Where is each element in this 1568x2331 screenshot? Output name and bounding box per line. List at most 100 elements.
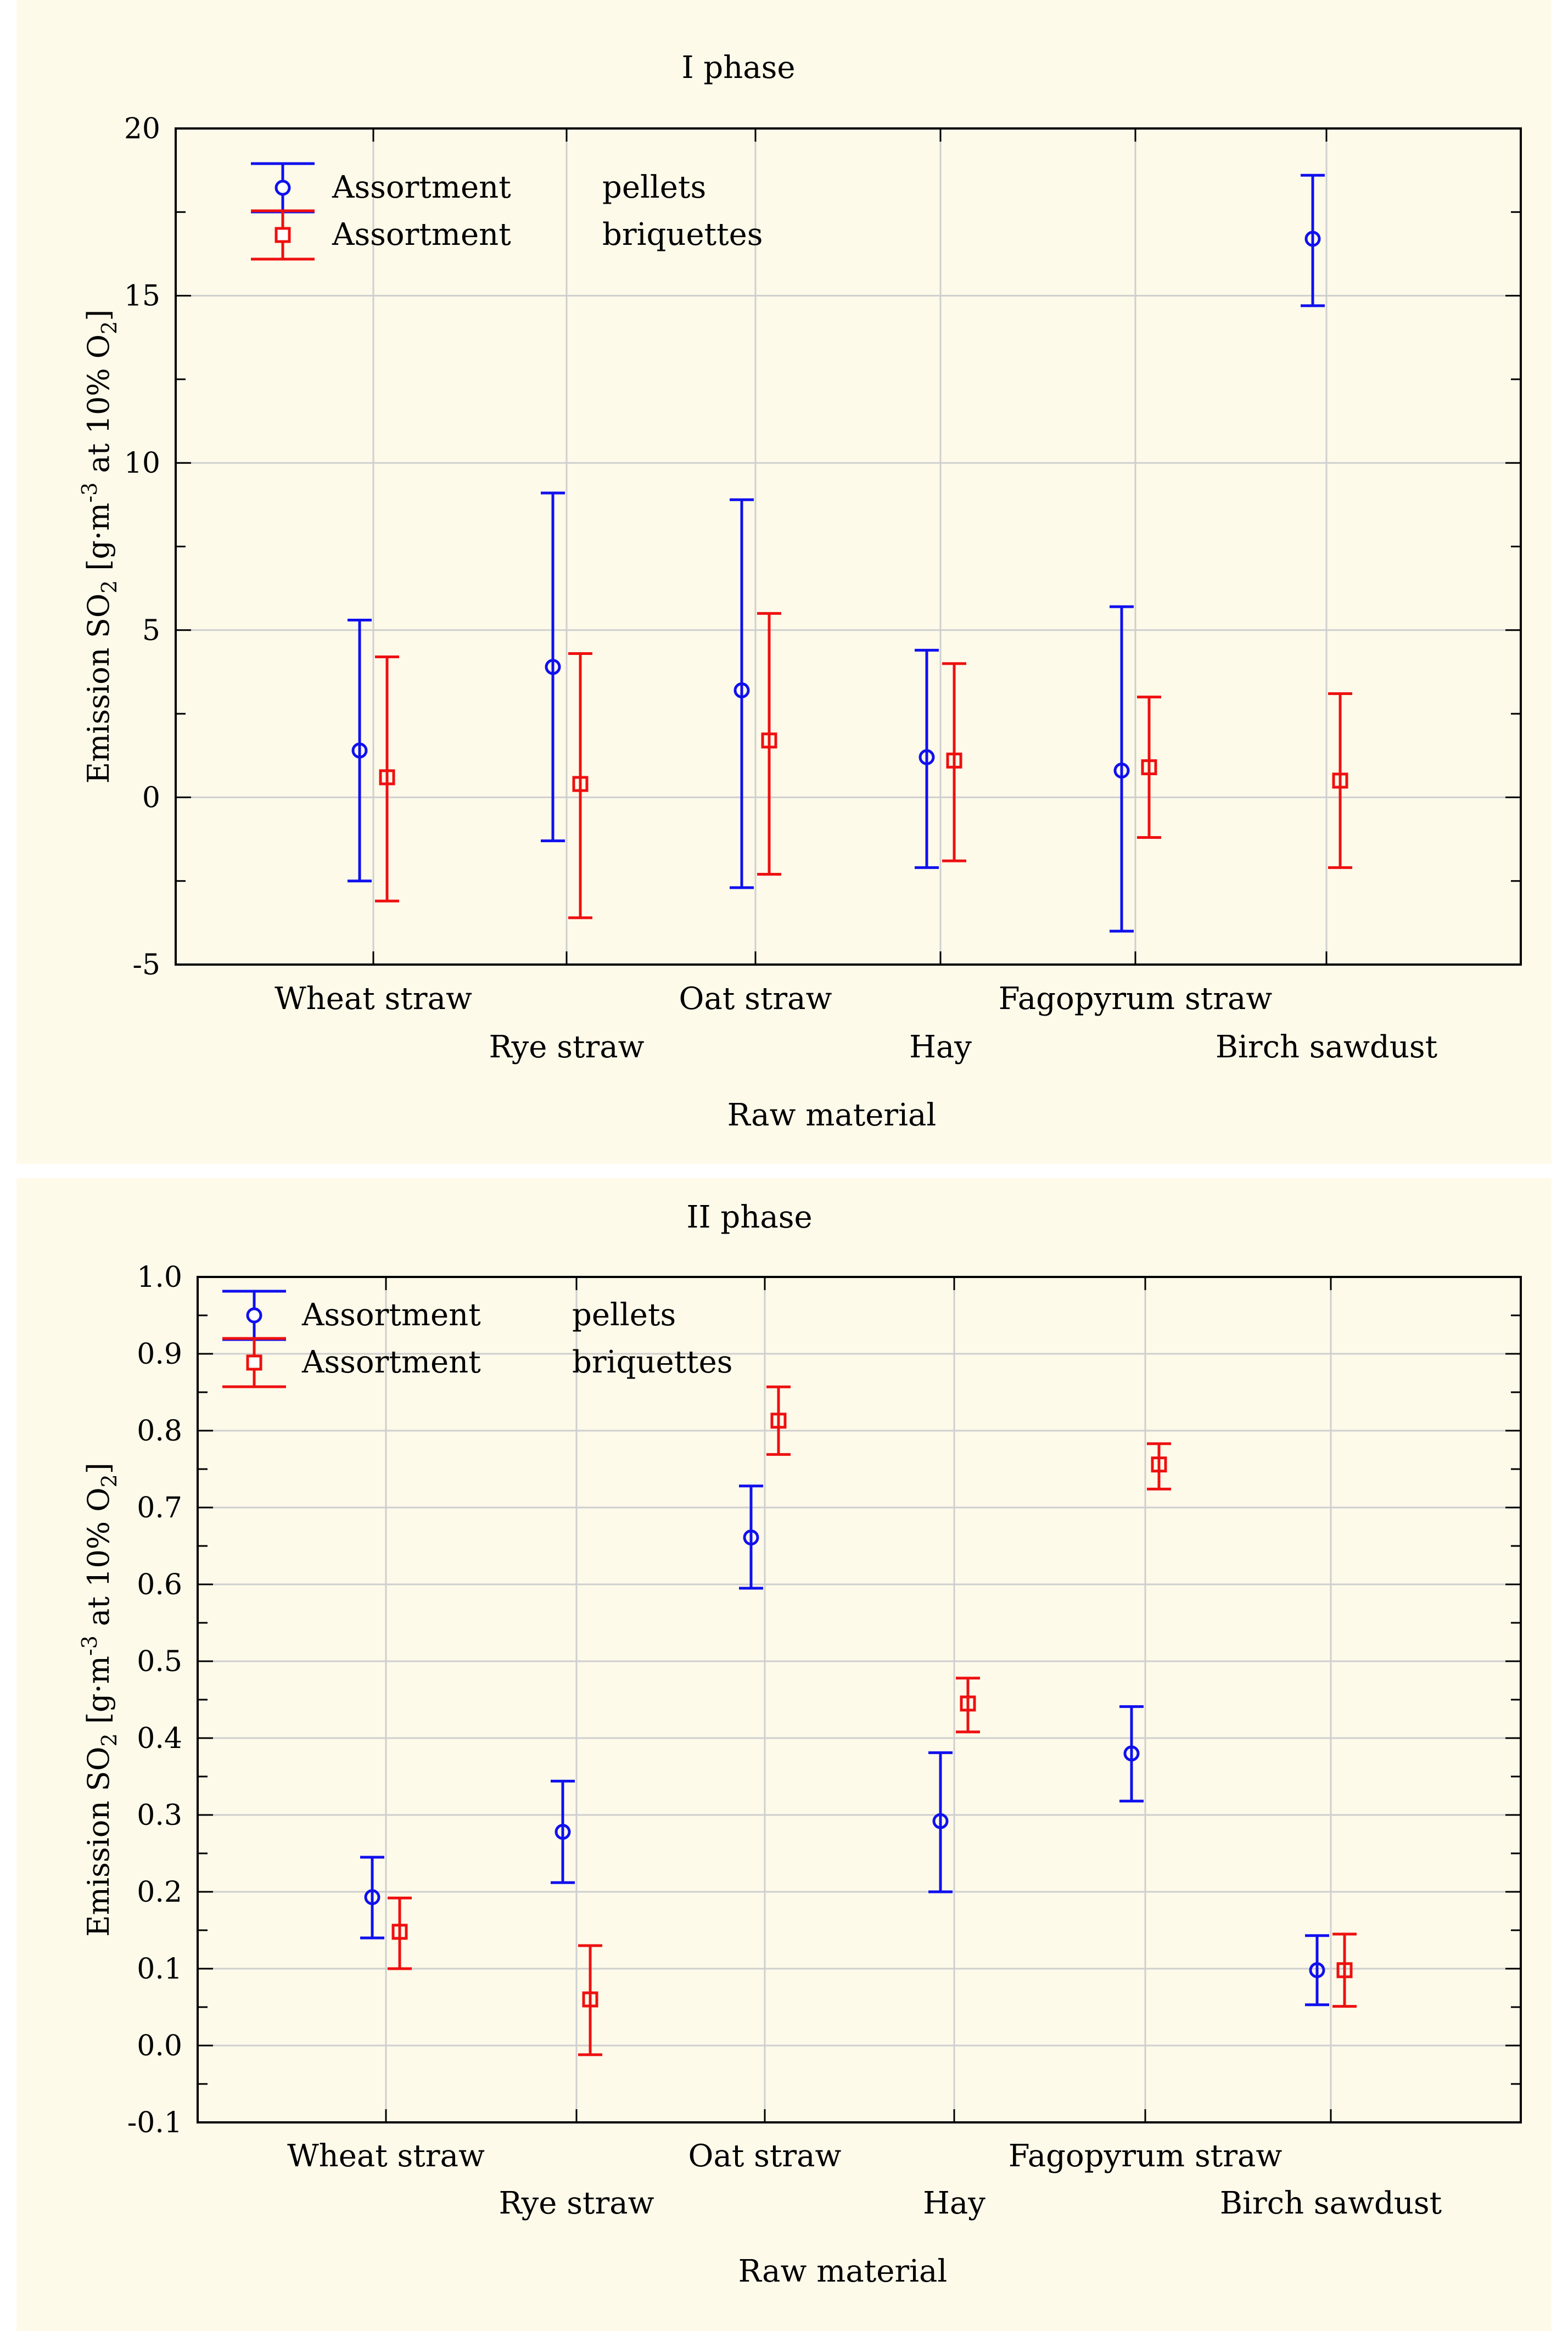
x-tick-label: Birch sawdust <box>1220 2186 1442 2221</box>
y-tick-labels: -5 0 5 10 15 20 <box>124 113 160 982</box>
legend-value: pellets <box>602 170 706 205</box>
data-point-pellets <box>932 1813 949 1829</box>
chart-title: I phase <box>681 50 795 86</box>
series-briquettes <box>375 612 1352 920</box>
y-axis-label-part: [g·m <box>81 1656 116 1733</box>
y-tick-label: 0.0 <box>137 2030 182 2063</box>
legend-value: briquettes <box>602 217 763 253</box>
y-tick-label: 5 <box>142 614 160 647</box>
y-tick-labels: -0.1 0.0 0.1 0.2 0.3 0.4 0.5 0.6 0.7 0.8 0.9 1.0 <box>127 1261 182 2139</box>
y-axis-label: Emission SO2 [g·m-3 at 10% O2] <box>77 1463 121 1937</box>
legend: Assortment pellets Assortment briquettes <box>251 162 763 261</box>
y-axis-label-part: 2 <box>97 321 121 334</box>
data-point-briquettes <box>1141 759 1157 776</box>
y-tick-label: 0.8 <box>137 1415 182 1448</box>
y-axis-label-part: Emission SO <box>81 593 116 783</box>
x-tick-labels: Wheat straw Rye straw Oat straw Hay Fagopyru… <box>287 2138 1442 2221</box>
x-tick-label: Oat straw <box>679 981 832 1017</box>
x-tick-label: Hay <box>923 2186 985 2221</box>
errorbar-pellets <box>915 648 939 869</box>
chart-panel-phase-1: -5 0 5 10 15 20 I phase Wheat straw Rye straw Oat… <box>16 0 1552 1164</box>
series-pellets <box>360 1484 1329 2007</box>
data-point-pellets <box>919 749 935 765</box>
legend-item-briquettes: Assortment briquettes <box>251 209 763 261</box>
errorbar-briquettes <box>1137 696 1161 839</box>
data-point-pellets <box>733 682 750 698</box>
y-tick-label: 20 <box>124 113 160 145</box>
data-point-briquettes <box>1336 1962 1353 1979</box>
y-axis-label-part: at 10% O <box>81 1487 116 1635</box>
y-axis-label-part: at 10% O <box>81 334 116 483</box>
errorbar-pellets <box>739 1484 763 1590</box>
errorbar-pellets <box>1305 1934 1329 2007</box>
y-tick-label: 0 <box>142 781 160 814</box>
errorbar-briquettes <box>757 612 781 876</box>
chart-title: II phase <box>686 1200 812 1235</box>
y-tick-label: 0.7 <box>137 1492 182 1525</box>
y-ticks <box>198 1276 1521 2123</box>
y-axis-label-part: 2 <box>97 1474 121 1487</box>
y-tick-label: -5 <box>132 949 160 982</box>
y-tick-label: 0.6 <box>137 1568 182 1601</box>
errorbar-pellets <box>360 1856 384 1940</box>
y-axis-label: Emission SO2 [g·m-3 at 10% O2] <box>77 310 121 784</box>
legend: Assortment pellets Assortment briquettes <box>222 1290 732 1388</box>
y-axis-label-part: [g·m <box>81 503 116 580</box>
x-tick-label: Rye straw <box>489 1029 644 1065</box>
errorbar-pellets <box>1119 1705 1144 1803</box>
y-tick-label: 0.5 <box>137 1645 182 1678</box>
data-point-briquettes <box>379 769 395 786</box>
y-axis-label-part: 2 <box>97 580 121 593</box>
legend-item-pellets: Assortment pellets <box>251 162 706 214</box>
chart-panel-phase-2: -0.1 0.0 0.1 0.2 0.3 0.4 0.5 0.6 0.7 0.8 0.9 1.0 II … <box>16 1178 1552 2331</box>
errorbar-briquettes <box>568 652 592 920</box>
y-axis-label-part: ] <box>81 310 116 321</box>
data-point-briquettes <box>1151 1456 1167 1473</box>
x-tick-label: Fagopyrum straw <box>1009 2138 1283 2174</box>
plot-frame <box>197 1276 1522 2123</box>
legend-marker <box>246 1307 262 1324</box>
y-tick-label: -0.1 <box>127 2106 182 2139</box>
data-point-briquettes <box>946 752 962 769</box>
x-tick-label: Rye straw <box>499 2186 654 2221</box>
y-axis-label-part: -3 <box>77 483 102 503</box>
errorbar-pellets <box>541 491 565 843</box>
y-tick-label: 10 <box>124 447 160 480</box>
data-point-briquettes <box>770 1413 787 1429</box>
errorbar-briquettes <box>375 655 399 903</box>
errorbar-briquettes <box>956 1677 980 1734</box>
y-tick-label: 15 <box>124 280 160 313</box>
legend-value: pellets <box>572 1297 676 1333</box>
y-tick-label: 0.3 <box>137 1799 182 1832</box>
errorbar-briquettes <box>578 1944 602 2057</box>
x-tick-label: Hay <box>909 1029 972 1065</box>
legend-marker <box>275 180 291 196</box>
errorbar-pellets <box>551 1779 575 1884</box>
plot-frame <box>175 127 1522 966</box>
legend-label: Assortment <box>332 170 511 205</box>
x-axis-label: Raw material <box>738 2254 948 2289</box>
series-pellets <box>348 173 1325 933</box>
x-tick-label: Oat straw <box>688 2138 842 2174</box>
data-point-briquettes <box>391 1924 408 1940</box>
legend-label: Assortment <box>332 217 511 253</box>
data-point-pellets <box>743 1529 759 1546</box>
data-point-briquettes <box>572 776 589 792</box>
y-tick-label: 1.0 <box>137 1261 182 1294</box>
legend-label: Assortment <box>301 1297 481 1333</box>
errorbar-briquettes <box>1328 692 1352 869</box>
errorbar-briquettes <box>1332 1932 1357 2008</box>
data-point-briquettes <box>761 732 777 749</box>
data-point-pellets <box>555 1824 571 1840</box>
gridlines <box>198 1277 1521 2122</box>
y-axis-label-part: Emission SO <box>81 1747 116 1937</box>
y-axis-label-part: ] <box>81 1463 116 1474</box>
y-tick-label: 0.1 <box>137 1953 182 1986</box>
data-point-pellets <box>1304 231 1321 247</box>
data-point-pellets <box>364 1889 380 1906</box>
x-tick-label: Birch sawdust <box>1216 1029 1438 1065</box>
errorbar-pellets <box>1110 605 1134 933</box>
chart-phase-1: -5 0 5 10 15 20 I phase Wheat straw Rye straw Oat… <box>77 50 1522 1133</box>
chart-phase-2: -0.1 0.0 0.1 0.2 0.3 0.4 0.5 0.6 0.7 0.8 0.9 1.0 II … <box>77 1200 1522 2289</box>
y-axis-label-part: -3 <box>77 1635 102 1656</box>
